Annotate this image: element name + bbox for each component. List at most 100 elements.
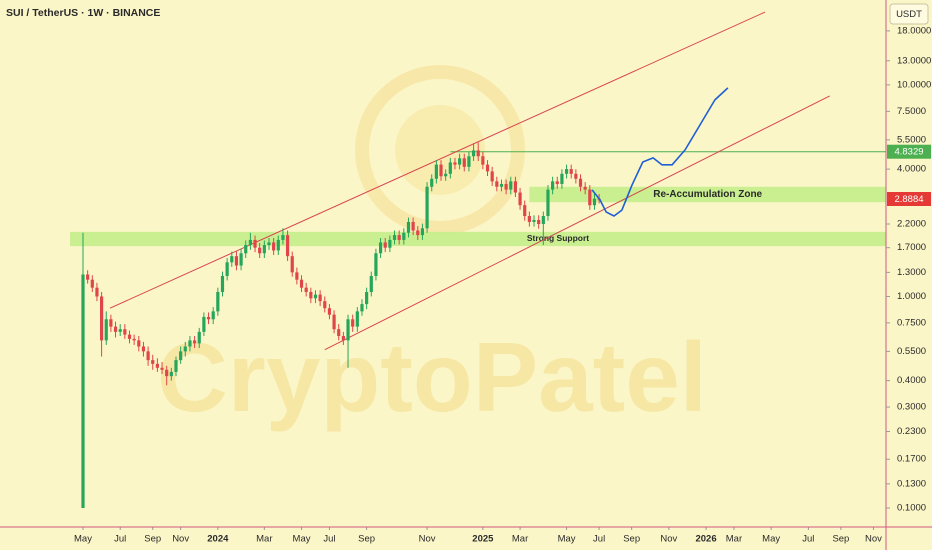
candle-body bbox=[230, 256, 234, 263]
y-tick-label: 1.3000 bbox=[897, 267, 926, 278]
candle-body bbox=[365, 291, 369, 305]
candle-body bbox=[490, 171, 494, 182]
channel-line bbox=[324, 95, 830, 351]
candle-body bbox=[179, 351, 183, 361]
x-tick-label: Sep bbox=[358, 534, 375, 545]
candle-body bbox=[560, 173, 564, 185]
candle-body bbox=[504, 184, 508, 190]
y-tick-label: 0.4000 bbox=[897, 375, 926, 386]
candle-body bbox=[123, 329, 127, 335]
candle-body bbox=[592, 198, 597, 206]
y-tick-label: 0.7500 bbox=[897, 317, 926, 328]
x-tick-label: Nov bbox=[419, 534, 436, 545]
candle-body bbox=[86, 274, 90, 280]
projection-path bbox=[591, 87, 729, 217]
zone bbox=[529, 186, 886, 203]
candle-body bbox=[113, 326, 118, 332]
candle-body bbox=[146, 351, 150, 361]
candle-body bbox=[309, 291, 313, 299]
candle-body bbox=[267, 242, 271, 246]
candle-body bbox=[476, 150, 480, 157]
candle-body bbox=[313, 294, 318, 299]
candle-body bbox=[578, 178, 583, 187]
candle-body bbox=[216, 291, 220, 312]
candle-body bbox=[383, 242, 387, 248]
candle-body bbox=[388, 239, 392, 248]
x-tick-label: 2026 bbox=[695, 534, 716, 545]
y-tick-label: 18.0000 bbox=[897, 25, 931, 36]
candle-body bbox=[318, 294, 322, 302]
candle-body bbox=[118, 329, 122, 332]
x-tick-label: May bbox=[558, 534, 576, 545]
candle-body bbox=[564, 169, 569, 174]
candle-body bbox=[485, 164, 490, 172]
candle-body bbox=[183, 346, 187, 352]
x-tick-label: Mar bbox=[726, 534, 742, 545]
x-tick-label: Mar bbox=[256, 534, 272, 545]
candle-body bbox=[471, 150, 476, 157]
candle-body bbox=[327, 308, 332, 315]
candle-body bbox=[192, 340, 197, 344]
candle-body bbox=[160, 367, 164, 370]
candle-body bbox=[406, 221, 411, 233]
candle-body bbox=[132, 338, 136, 341]
candle-body bbox=[258, 247, 262, 254]
candle-body bbox=[202, 316, 206, 332]
y-tick-label: 13.0000 bbox=[897, 55, 931, 66]
currency: USDT bbox=[896, 9, 922, 20]
candle-body bbox=[165, 369, 169, 377]
candle-body bbox=[448, 162, 452, 174]
y-tick-label: 0.1000 bbox=[897, 502, 926, 513]
candle-body bbox=[351, 319, 355, 327]
x-tick-label: Mar bbox=[512, 534, 528, 545]
y-tick-label: 2.2000 bbox=[897, 219, 926, 230]
candle-body bbox=[509, 181, 513, 190]
candle-body bbox=[499, 184, 504, 187]
candle-body bbox=[109, 319, 113, 327]
price-label: 4.8329 bbox=[894, 147, 923, 158]
candle-body bbox=[439, 164, 443, 177]
candle-body bbox=[248, 239, 252, 246]
candle-body bbox=[392, 235, 397, 240]
candle-body bbox=[411, 221, 415, 231]
candle-body bbox=[425, 186, 429, 229]
candle-body bbox=[341, 336, 345, 341]
candle-body bbox=[211, 311, 215, 320]
zone-label: Re-Accumulation Zone bbox=[653, 189, 762, 200]
x-tick-label: 2024 bbox=[207, 534, 229, 545]
x-tick-label: Nov bbox=[865, 534, 882, 545]
watermark: CryptoPatel bbox=[157, 322, 707, 432]
y-tick-label: 0.3000 bbox=[897, 402, 926, 413]
candle-body bbox=[272, 242, 276, 251]
x-tick-label: Jul bbox=[114, 534, 126, 545]
x-tick-label: Jul bbox=[802, 534, 814, 545]
candle-body bbox=[155, 363, 159, 368]
x-tick-label: May bbox=[293, 534, 311, 545]
candle-body bbox=[583, 186, 587, 190]
candle-body bbox=[174, 360, 178, 372]
y-tick-label: 1.7000 bbox=[897, 242, 926, 253]
candle-body bbox=[239, 253, 243, 266]
candle-body bbox=[127, 334, 132, 339]
candle-body bbox=[234, 256, 239, 266]
candle-body bbox=[551, 181, 555, 190]
candle-body bbox=[141, 346, 146, 352]
candle-body bbox=[555, 181, 559, 185]
candle-body bbox=[197, 331, 201, 344]
candle-body bbox=[99, 296, 104, 341]
candle-body bbox=[262, 245, 266, 254]
candle-body bbox=[467, 156, 471, 167]
currency-box bbox=[889, 3, 929, 25]
y-tick-label: 1.0000 bbox=[897, 291, 926, 302]
candle-body bbox=[397, 235, 401, 240]
x-tick-label: Jul bbox=[593, 534, 605, 545]
candle-body bbox=[378, 242, 383, 254]
candle-body bbox=[244, 245, 248, 254]
y-tick-label: 0.2300 bbox=[897, 426, 926, 437]
x-tick-label: Sep bbox=[832, 534, 849, 545]
candle-body bbox=[527, 216, 531, 222]
candle-body bbox=[523, 205, 527, 217]
